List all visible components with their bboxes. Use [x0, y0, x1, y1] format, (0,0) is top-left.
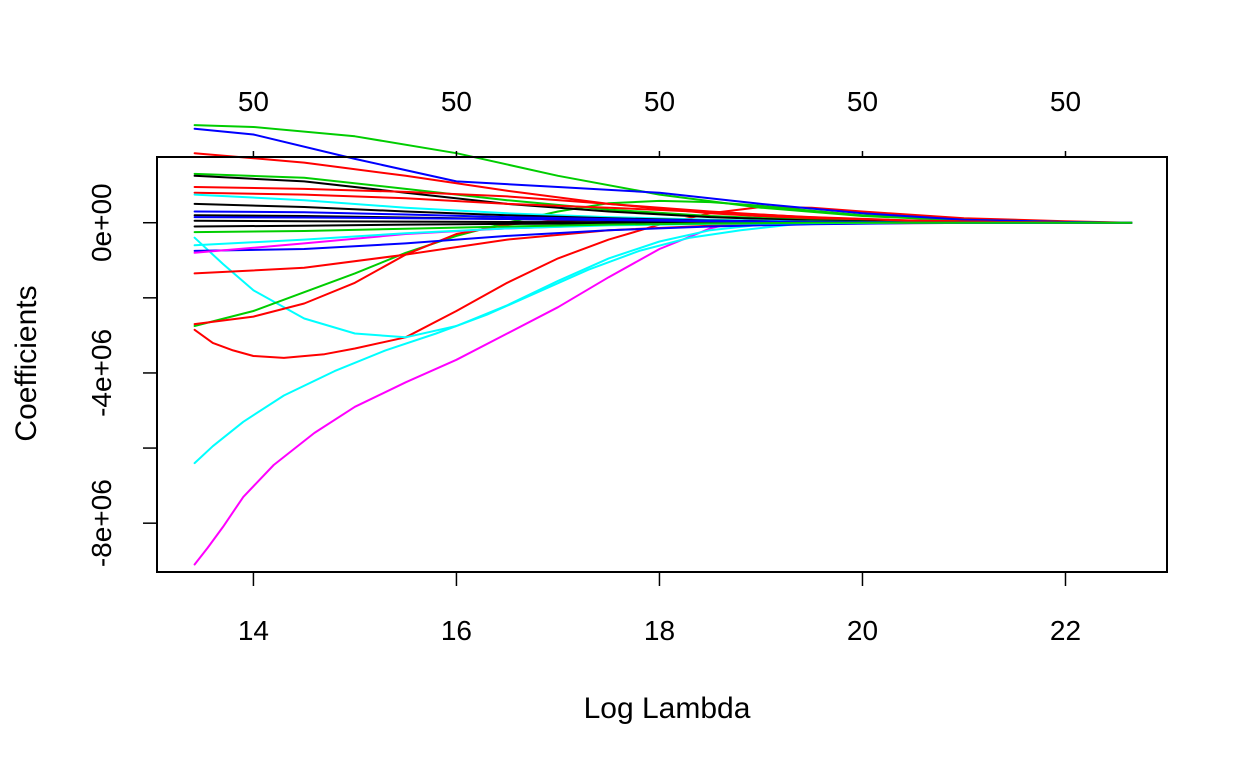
plot-frame — [156, 156, 1168, 573]
series-line-6 — [193, 218, 1133, 326]
top-tick-label: 50 — [1050, 86, 1081, 117]
y-tick-label: 0e+00 — [86, 183, 117, 262]
top-tick-label: 50 — [441, 86, 472, 117]
y-tick-label: -8e+06 — [86, 479, 117, 567]
x-tick-label: 20 — [847, 615, 878, 646]
x-tick-label: 16 — [441, 615, 472, 646]
top-tick-label: 50 — [238, 86, 269, 117]
x-axis: 14 16 18 20 22 — [238, 572, 1081, 646]
top-tick-label: 50 — [644, 86, 675, 117]
top-axis: 50 50 50 50 50 — [238, 86, 1081, 157]
series-line-9 — [193, 127, 1133, 224]
series-line-3 — [193, 206, 1133, 359]
top-tick-label: 50 — [847, 86, 878, 117]
x-tick-label: 18 — [644, 615, 675, 646]
y-axis-label: Coefficients — [10, 285, 43, 441]
x-axis-label: Log Lambda — [584, 692, 751, 725]
y-axis: -8e+06 -4e+06 0e+00 — [86, 183, 157, 567]
series-layer — [193, 124, 1133, 566]
x-tick-label: 22 — [1050, 615, 1081, 646]
y-tick-label: -4e+06 — [86, 329, 117, 417]
x-tick-label: 14 — [238, 615, 269, 646]
series-line-2 — [193, 221, 1133, 465]
series-line-25 — [193, 221, 1133, 234]
series-line-23 — [193, 186, 1133, 224]
series-line-1 — [193, 215, 1133, 566]
